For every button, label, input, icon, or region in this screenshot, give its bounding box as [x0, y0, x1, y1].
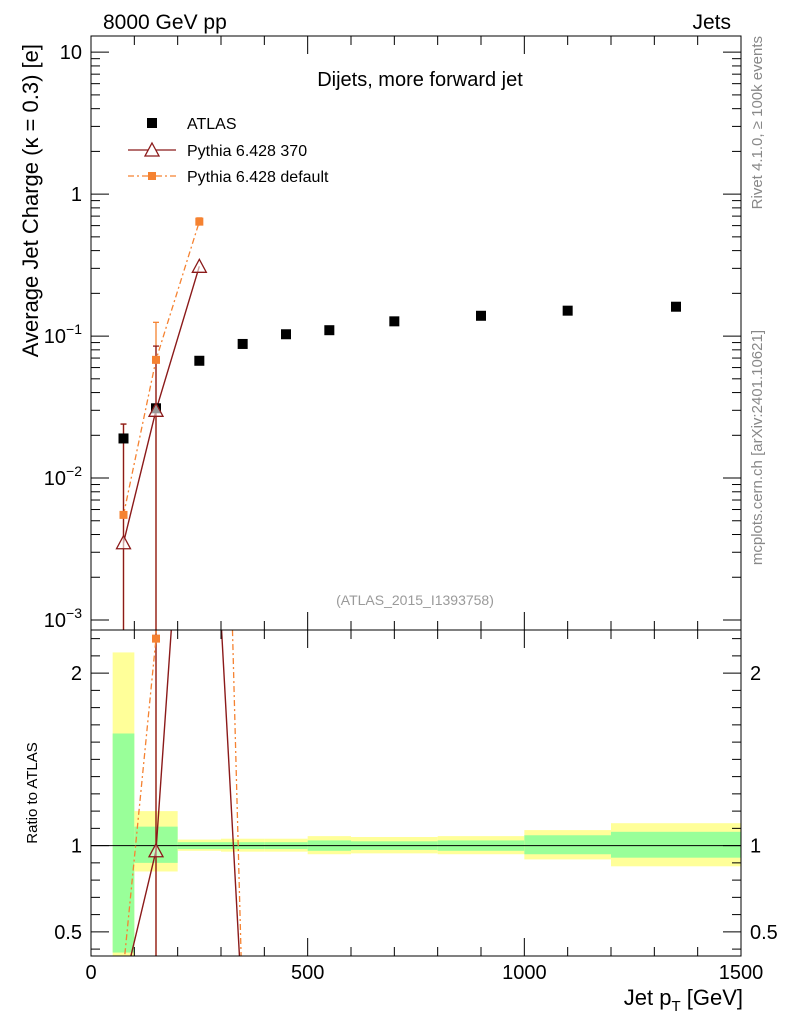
header-left: 8000 GeV pp [103, 11, 227, 34]
pythia370-ratio-line [130, 630, 241, 956]
atlas-point [324, 325, 335, 336]
legend-pythiadefault-marker [148, 172, 156, 180]
ratio-y-tick-label-right: 1 [750, 836, 761, 858]
main-x-ticks [90, 36, 742, 630]
pythia-default-point [119, 510, 128, 519]
ratio-y-tick-label-right: 2 [750, 663, 761, 685]
atlas-point [118, 433, 129, 444]
main-y-axis-label: Average Jet Charge (κ = 0.3) [e] [18, 44, 43, 357]
main-y-ticks: 10 1 10−1 10−2 10−3 [44, 42, 741, 632]
atlas-point [194, 355, 205, 366]
pythia-default-point [195, 217, 204, 226]
y-tick-label: 10−3 [44, 605, 82, 632]
atlas-point [671, 301, 681, 312]
pythia370-ratio-point [117, 980, 131, 993]
atlas-point [562, 305, 573, 316]
pythia-default-ratio-point [239, 1011, 247, 1019]
pythia370-ratio-point [236, 1008, 250, 1021]
reference-label: (ATLAS_2015_I1393758) [336, 592, 494, 608]
x-tick-label: 500 [291, 962, 324, 984]
y-tick-label: 10 [60, 42, 82, 64]
ratio-y-tick-label: 1 [71, 836, 82, 858]
x-tick-label: 0 [85, 962, 96, 984]
y-tick-label: 1 [71, 184, 82, 206]
pythia-default-line [122, 221, 200, 516]
main-panel: Dijets, more forward jet (ATLAS_2015_I13… [18, 35, 742, 632]
ratio-band-stat [611, 831, 741, 858]
y-tick-label: 10−2 [44, 463, 82, 490]
atlas-point [476, 310, 486, 321]
header-right: Jets [692, 11, 731, 34]
legend: ATLAS Pythia 6.428 370 Pythia 6.428 defa… [128, 116, 329, 186]
y-tick-label: 10−1 [44, 321, 82, 348]
legend-pythia370-label: Pythia 6.428 370 [187, 143, 307, 160]
ratio-y-tick-label: 2 [71, 663, 82, 685]
ratio-bands [112, 652, 741, 956]
ratio-y-ticks: 0.5 0.5 1 1 2 2 [54, 638, 778, 950]
atlas-point [281, 329, 291, 340]
ratio-y-tick-label: 0.5 [54, 922, 82, 944]
pythia370-point [191, 257, 208, 273]
x-axis-label: Jet pT [GeV] [624, 985, 743, 1015]
pythia370-point [147, 401, 165, 417]
main-series [115, 217, 681, 630]
pythia370-line [122, 266, 201, 543]
pythia370-point [115, 534, 132, 550]
atlas-point [237, 338, 248, 349]
ratio-band-stat [112, 733, 135, 953]
pythia-default-ratio-point [120, 964, 128, 972]
x-tick-label: 1500 [719, 962, 764, 984]
atlas-point [389, 316, 400, 327]
legend-atlas-marker [147, 118, 157, 128]
legend-pythiadefault-label: Pythia 6.428 default [187, 169, 329, 186]
mcplots-label: mcplots.cern.ch [arXiv:2401.10621] [749, 330, 766, 565]
ratio-band-stat [524, 835, 611, 855]
ratio-panel: 0.5 0.5 1 1 2 2 0 500 1000 1500 Ratio to ATLAS [24, 629, 778, 1021]
legend-atlas-label: ATLAS [187, 116, 237, 133]
ratio-plot-frame [90, 629, 742, 957]
legend-pythia370-marker [143, 141, 161, 157]
pythia-default-ratio-point [152, 634, 160, 643]
pythia370-ratio-point [147, 842, 165, 858]
x-tick-label: 1000 [502, 962, 547, 984]
ratio-y-tick-label-right: 0.5 [750, 922, 778, 944]
ratio-x-ticks: 0 500 1000 1500 [85, 630, 763, 984]
chart-title: Dijets, more forward jet [317, 69, 523, 91]
pythia-default-point [152, 355, 160, 364]
rivet-label: Rivet 4.1.0, ≥ 100k events [749, 36, 766, 209]
ratio-y-axis-label: Ratio to ATLAS [24, 742, 41, 843]
